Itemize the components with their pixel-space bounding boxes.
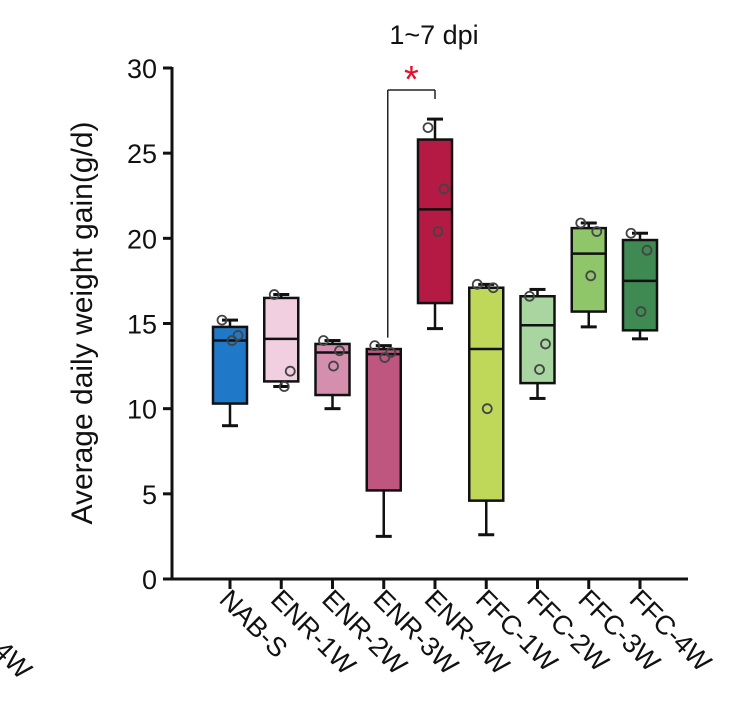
box-body [416, 138, 454, 305]
data-point [487, 282, 499, 294]
data-point [625, 227, 637, 239]
data-point [284, 365, 296, 377]
y-tick-label: 10 [127, 395, 157, 425]
y-tick-label: 20 [127, 224, 157, 254]
data-point [481, 403, 493, 415]
data-point [575, 217, 587, 229]
box-ffc-4w [621, 227, 659, 341]
y-tick-label: 0 [142, 565, 157, 595]
y-axis: 0 5 10 15 20 25 30 [127, 54, 174, 595]
data-point [471, 278, 483, 290]
data-point [369, 340, 381, 352]
data-point [585, 270, 597, 282]
data-point [268, 289, 280, 300]
x-axis: NAB-SENR-1WENR-2WENR-3WENR-4WFFC-1WFFC-2… [171, 577, 717, 681]
y-tick-label: 25 [127, 139, 157, 169]
box-enr-3w [365, 340, 402, 538]
y-tick-label: 15 [127, 310, 157, 340]
y-axis-label: Average daily weight gain(g/d) [66, 121, 99, 524]
box-ffc-1w [468, 278, 505, 537]
data-point [216, 314, 228, 326]
box-body [468, 286, 505, 502]
box-body [519, 294, 556, 385]
data-point [591, 226, 603, 237]
data-point [422, 122, 434, 134]
box-ffc-2w [519, 287, 556, 400]
clipped-category-label: 4W [0, 635, 38, 685]
data-point [540, 338, 551, 350]
data-point [438, 183, 450, 195]
box-nab-s [211, 314, 249, 428]
data-point [334, 345, 345, 357]
data-point [226, 335, 238, 346]
data-point [278, 381, 290, 392]
box-enr-1w [263, 289, 300, 392]
box-ffc-3w [570, 217, 607, 329]
box-body [365, 347, 402, 492]
data-point [432, 226, 444, 237]
chart-title: 1~7 dpi [389, 20, 478, 50]
box-enr-2w [314, 335, 351, 411]
data-point [328, 360, 339, 372]
y-tick-label: 30 [127, 54, 157, 84]
box-enr-4w [416, 117, 454, 331]
data-point [524, 290, 535, 302]
significance-annotation: * [387, 59, 436, 338]
significance-marker: * [404, 59, 419, 101]
data-point [534, 364, 545, 375]
data-point [379, 352, 391, 363]
data-point [318, 335, 329, 346]
y-tick-label: 5 [142, 480, 157, 510]
data-point [641, 244, 653, 256]
data-point [635, 306, 647, 317]
box-body [570, 226, 607, 313]
box-series [211, 117, 659, 538]
